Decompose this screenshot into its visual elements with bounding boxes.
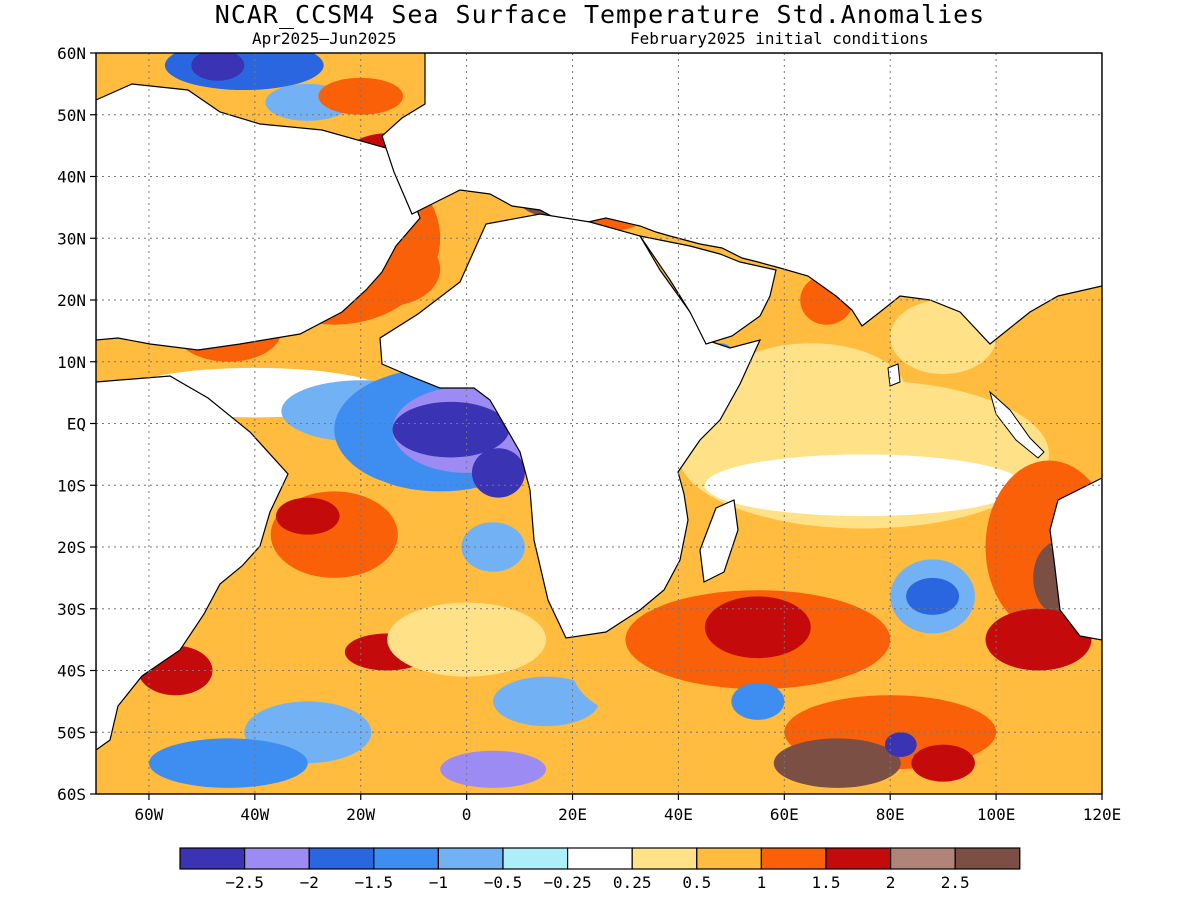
lat-tick-label: 10S (57, 476, 86, 495)
anomaly-patch (911, 744, 975, 782)
lat-tick-label: 30N (57, 229, 86, 248)
anomaly-patch (884, 732, 917, 757)
anomaly-patch (440, 750, 547, 788)
lon-tick-label: 20E (558, 805, 587, 824)
sri-lanka-landmass (887, 363, 901, 387)
anomaly-patch (906, 577, 960, 615)
colorbar-swatch (308, 847, 375, 870)
lat-tick-label: 30S (57, 600, 86, 619)
anomaly-patch (392, 401, 509, 458)
lon-tick-label: 100E (977, 805, 1016, 824)
australia-landmass (1049, 477, 1102, 641)
colorbar-tick-label: 1 (757, 873, 767, 892)
colorbar-tick-label: −2 (300, 873, 319, 892)
figure-title: NCAR_CCSM4 Sea Surface Temperature Std.A… (214, 0, 986, 29)
lat-tick-label: 40N (57, 168, 86, 187)
africa-landmass (379, 213, 762, 639)
anomaly-patch (704, 454, 1023, 517)
colorbar-tick-label: −0.25 (544, 873, 592, 892)
madagascar-landmass (699, 499, 739, 583)
colorbar-tick-label: 2.5 (941, 873, 970, 892)
colorbar-tick-label: 1.5 (812, 873, 841, 892)
colorbar-swatch (631, 847, 698, 870)
lon-tick-label: 40W (240, 805, 269, 824)
colorbar-swatch (437, 847, 504, 870)
colorbar-tick-label: −1.5 (355, 873, 394, 892)
lat-tick-label: 10N (57, 353, 86, 372)
colorbar-swatch (760, 847, 827, 870)
colorbar-tick-label: 0.25 (613, 873, 652, 892)
arabian-peninsula-landmass (638, 235, 777, 345)
colorbar-swatch (954, 847, 1021, 870)
colorbar-swatch (244, 847, 310, 870)
forecast-period: Apr2025—Jun2025 (252, 29, 397, 48)
lat-tick-label: 20S (57, 538, 86, 557)
north-america-landmass (96, 83, 421, 351)
colorbar-swatch (696, 847, 762, 870)
anomaly-patch (731, 682, 785, 720)
initial-conditions: February2025 initial conditions (630, 29, 929, 48)
anomaly-patch (773, 738, 901, 788)
land-masses (96, 53, 1102, 751)
lat-tick-label: EQ (67, 415, 86, 434)
anomaly-patch (191, 53, 245, 81)
anomaly-patch (704, 596, 811, 659)
lat-tick-label: 60N (57, 44, 86, 63)
sumatra-landmass (989, 390, 1045, 459)
colorbar: −2.5 −2 −1.5 −1 −0.5 −0.25 0.25 0.5 1 1.5 2 2.5 (179, 847, 1021, 892)
lat-tick-label: 60S (57, 785, 86, 804)
anomaly-patch (276, 497, 340, 535)
anomaly-patch (148, 738, 308, 788)
colorbar-swatch (566, 847, 633, 870)
lon-tick-label: 60W (134, 805, 163, 824)
colorbar-tick-label: −1 (429, 873, 448, 892)
lon-tick-label: 60E (770, 805, 799, 824)
lat-tick-label: 50N (57, 106, 86, 125)
lat-tick-label: 40S (57, 662, 86, 681)
axis-ticks: 60N 50N 40N 30N 20N 10N EQ 10S 20S 30S 40S 50S 60S 60… (57, 44, 1121, 824)
lat-tick-label: 20N (57, 291, 86, 310)
colorbar-swatch (889, 847, 956, 870)
anomaly-patch (387, 602, 547, 677)
lon-tick-label: 120E (1083, 805, 1122, 824)
colorbar-swatch (373, 847, 439, 870)
anomaly-patch (715, 343, 907, 443)
colorbar-tick-label: −0.5 (484, 873, 523, 892)
lon-tick-label: 40E (664, 805, 693, 824)
anomaly-patch (985, 608, 1092, 671)
colorbar-swatch (825, 847, 892, 870)
colorbar-swatch (179, 847, 246, 870)
eurasia-landmass (381, 53, 1102, 345)
lat-tick-label: 50S (57, 723, 86, 742)
anomaly-patch (471, 448, 525, 498)
colorbar-tick-label: −2.5 (225, 873, 264, 892)
lon-tick-label: 20W (346, 805, 375, 824)
lon-tick-label: 0 (462, 805, 472, 824)
colorbar-tick-label: 0.5 (682, 873, 711, 892)
colorbar-swatch (502, 847, 569, 870)
south-america-landmass (96, 375, 289, 751)
colorbar-tick-label: 2 (886, 873, 896, 892)
lon-tick-label: 80E (876, 805, 905, 824)
